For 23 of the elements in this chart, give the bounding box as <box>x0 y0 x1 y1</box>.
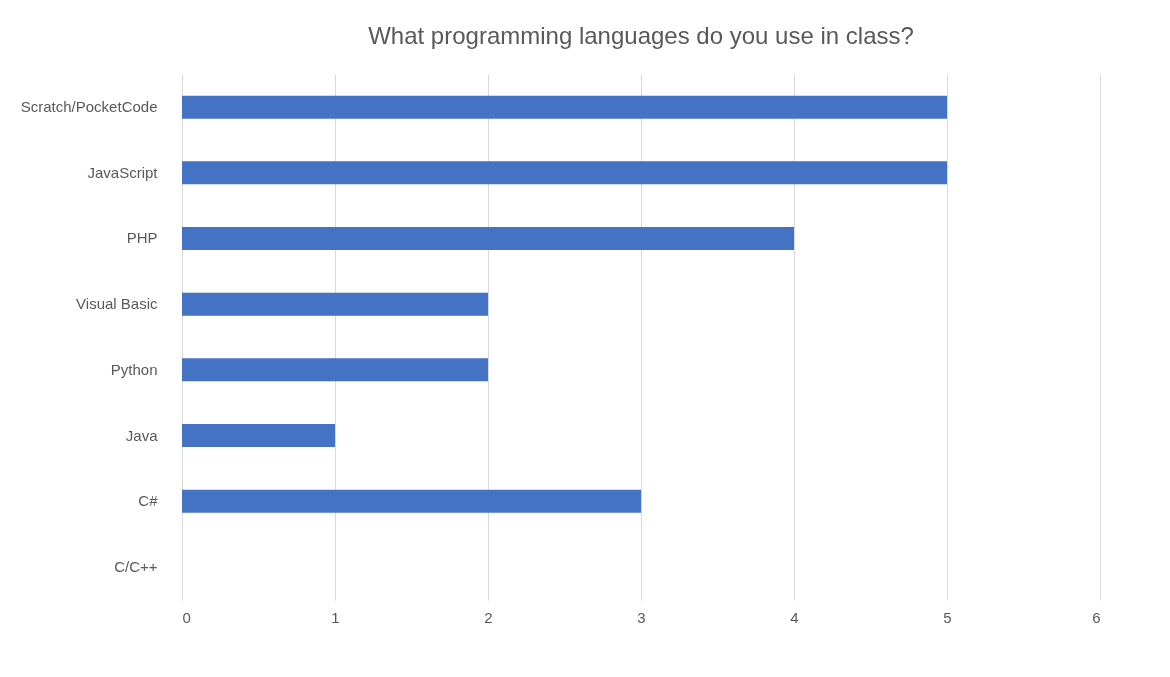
y-tick-label: PHP <box>126 229 158 247</box>
y-tick-label: Visual Basic <box>76 295 158 313</box>
y-tick-label: Scratch/PocketCode <box>20 98 158 116</box>
y-tick-label: Python <box>110 360 158 378</box>
bar <box>182 227 794 250</box>
x-tick-label: 6 <box>1092 608 1101 626</box>
x-tick-label: 0 <box>182 608 191 626</box>
chart-title: What programming languages do you use in class? <box>368 22 914 49</box>
bar <box>182 489 641 513</box>
y-tick-label: JavaScript <box>87 163 159 181</box>
x-tick-label: 5 <box>943 608 952 626</box>
x-tick-label: 3 <box>637 608 646 626</box>
bar <box>182 424 335 447</box>
x-tick-label: 2 <box>484 608 493 626</box>
bar <box>182 358 488 382</box>
y-tick-label: C/C++ <box>114 557 158 575</box>
bar <box>182 292 488 316</box>
bar <box>182 95 947 119</box>
y-tick-label: Java <box>125 426 159 444</box>
x-tick-label: 4 <box>790 608 799 626</box>
x-tick-label: 1 <box>331 608 340 626</box>
y-tick-label: C# <box>138 492 159 510</box>
bar <box>182 161 947 185</box>
